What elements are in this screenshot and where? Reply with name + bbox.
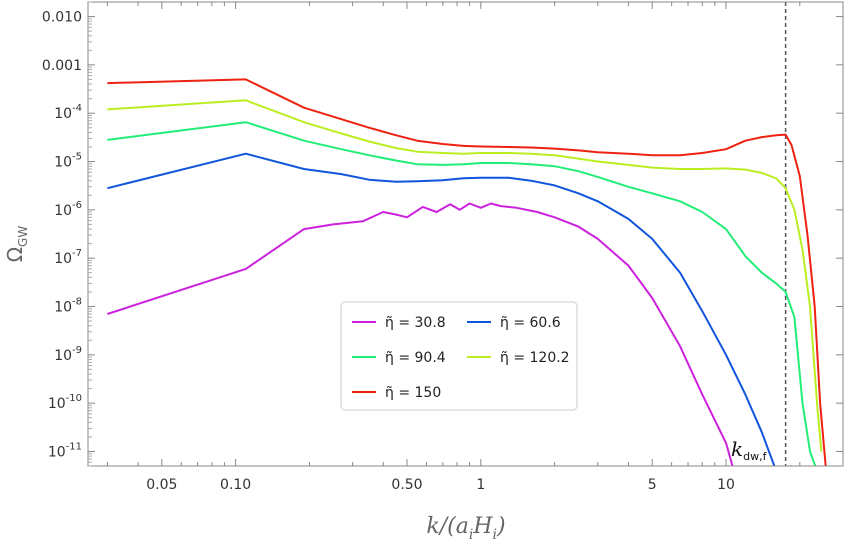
y-axis-title: ΩGW — [3, 226, 30, 263]
legend: η̃ = 30.8 η̃ = 60.6 η̃ = 90.4 η̃ = 120.2 η̃ … — [340, 301, 578, 411]
x-tick-label: 5 — [648, 477, 657, 493]
y-tick-label: 10-8 — [54, 296, 82, 315]
series-line-2 — [107, 121, 817, 466]
x-tick-label: 0.50 — [391, 477, 422, 493]
x-tick-label: 0.05 — [146, 477, 177, 493]
y-tick-label: 10-9 — [54, 345, 82, 364]
series-line-0 — [107, 202, 748, 466]
y-tick-label: 10-5 — [54, 152, 82, 171]
y-tick-label: 0.010 — [42, 10, 82, 26]
y-tick-label: 0.001 — [42, 58, 82, 74]
vline-annotation: kdw,f — [731, 437, 768, 463]
series-line-1 — [107, 152, 792, 466]
y-tick-label: 10-6 — [54, 200, 82, 219]
x-tick-label: 0.10 — [220, 477, 251, 493]
series-line-3 — [107, 99, 823, 452]
legend-label-4: η̃ = 150 — [385, 385, 441, 401]
y-tick-label: 10-10 — [48, 393, 82, 412]
plot-frame — [87, 1, 844, 467]
series-line-4 — [107, 78, 827, 466]
x-tick-label: 10 — [717, 477, 735, 493]
x-axis-title: k/(aiHi) — [426, 514, 505, 542]
y-tick-label: 10-4 — [54, 103, 82, 122]
x-tick-label: 1 — [476, 477, 485, 493]
y-tick-label: 10-11 — [48, 441, 82, 460]
axes: 0.05 0.10 0.50 1 5 10 0.010 0.001 10-4 10-5 10-6 10… — [42, 1, 844, 493]
legend-label-0: η̃ = 30.8 — [385, 315, 446, 331]
legend-label-2: η̃ = 90.4 — [385, 350, 446, 366]
legend-box — [340, 301, 578, 411]
legend-label-1: η̃ = 60.6 — [500, 315, 561, 331]
y-tick-label: 10-7 — [54, 248, 82, 267]
plot-area — [107, 2, 827, 466]
legend-label-3: η̃ = 120.2 — [500, 350, 570, 366]
